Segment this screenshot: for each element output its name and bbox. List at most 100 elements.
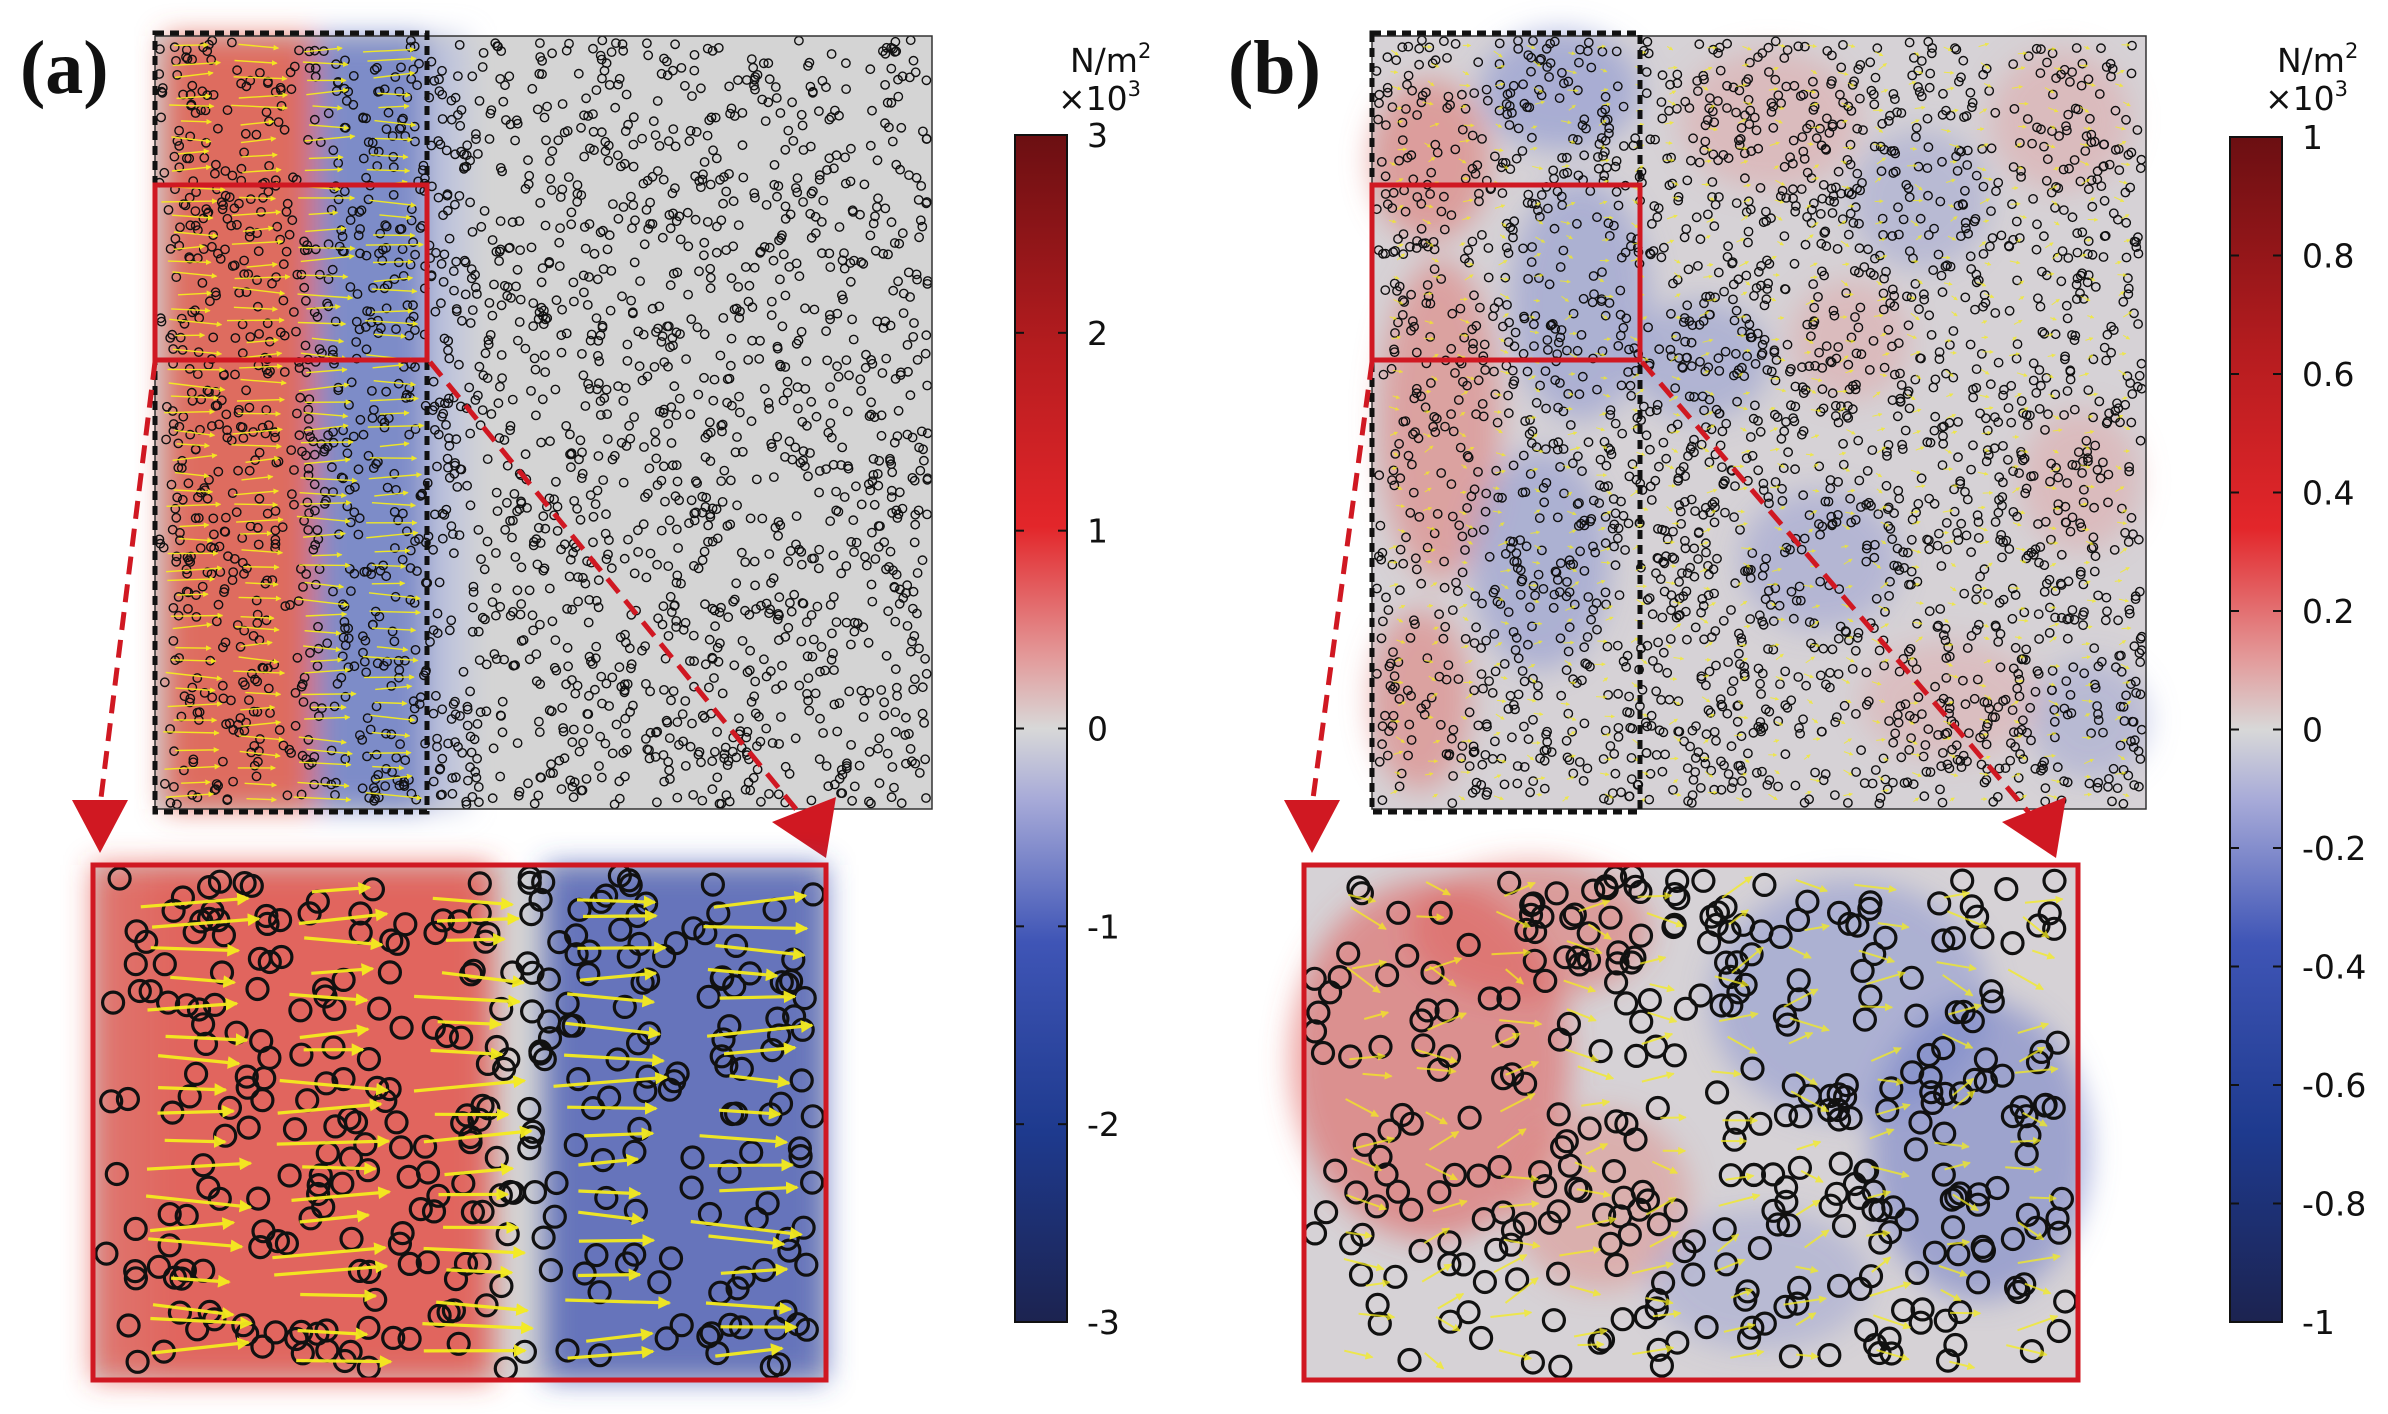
particle [208,332,219,343]
particle [490,610,501,621]
particle [886,217,897,228]
particle [171,551,182,562]
particle [754,353,765,364]
particle [772,614,783,625]
particle [829,163,839,174]
particle [556,330,567,341]
particle [734,391,744,402]
particle [605,305,616,316]
particle [887,508,897,518]
particle [547,48,557,59]
displacement-arrow [445,932,506,946]
particle [672,476,683,487]
particle [489,279,499,290]
particle [778,249,789,260]
particle [393,515,403,526]
particle [451,434,462,445]
particle [589,248,600,259]
particle [302,497,313,508]
particle [841,84,851,95]
particle [456,315,467,326]
particle [588,537,598,548]
particles-main-a [154,35,933,810]
displacement-arrow [175,747,220,753]
particle [667,460,678,471]
particle [529,537,539,547]
displacement-arrow [237,411,281,417]
particle [313,711,324,722]
particle [717,688,728,699]
particle [759,654,769,665]
displacement-arrow [157,1104,236,1118]
particle [462,704,473,715]
particle [513,790,524,801]
particle [697,555,708,566]
particle [434,577,445,588]
particle [593,575,604,586]
particle [833,506,844,517]
displacement-arrow [372,258,414,265]
particle [371,749,382,760]
particle [437,114,448,124]
particle [528,625,539,636]
particle [443,738,453,749]
particle [917,555,928,566]
particle [629,568,640,579]
particle [515,609,526,620]
particle [211,616,222,627]
particle [716,476,727,486]
particle [540,367,551,377]
particle [672,267,683,278]
particle [492,506,503,516]
particle [845,276,856,287]
displacement-arrow [302,1162,377,1175]
particle [340,623,350,634]
particle [737,140,748,151]
particle [540,523,551,534]
particle [467,226,478,237]
particle [323,430,333,441]
particle [650,427,660,438]
particle [366,385,377,396]
particle [805,81,816,92]
particle [578,737,588,748]
particle [212,248,223,259]
particle [897,228,908,239]
particle [308,544,319,555]
particle [796,109,807,120]
particle [471,134,481,145]
particle [471,289,482,299]
particle [578,572,588,583]
particle [672,792,683,803]
displacement-arrow [296,1355,393,1368]
particle [893,91,904,102]
displacement-arrow [373,232,416,239]
particle [889,238,900,248]
particle [561,420,572,431]
particle [656,336,667,347]
particle [717,426,727,437]
particle [548,768,558,778]
particle [453,359,464,370]
particle [291,408,302,419]
particle [482,454,493,464]
particle [902,621,913,631]
particle [299,282,310,293]
particle [355,248,365,259]
particle [563,172,574,183]
particle [618,45,629,56]
particle [545,156,555,166]
particle [561,328,572,339]
colorbar-tick-label: 3 [1087,116,1108,155]
particle [217,204,228,215]
particle [337,231,348,242]
particle [559,753,570,764]
particle [279,367,290,377]
particle [532,104,543,115]
particle [663,321,674,332]
particle [375,565,386,576]
particle [623,534,633,545]
particle [592,274,603,285]
particle [711,153,722,164]
